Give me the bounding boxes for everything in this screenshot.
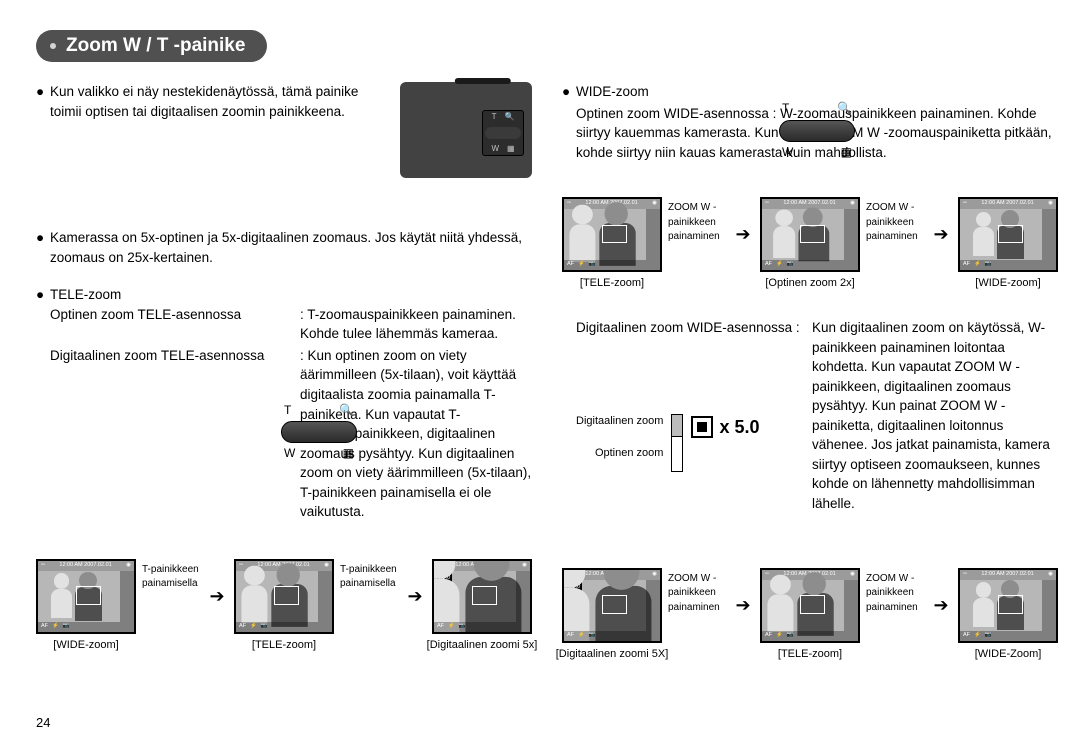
arrow-right-icon: ➔ bbox=[930, 592, 952, 618]
magnify-icon: 🔍 bbox=[339, 402, 354, 419]
camera-illustration: T🔍 W▦ bbox=[400, 82, 532, 178]
thumb-caption: [Digitaalinen zoomi 5X] bbox=[556, 647, 669, 663]
title-dot-icon bbox=[50, 43, 56, 49]
lcd-screen: ▫▫12:00 AM 2007.02.01◉ AF⚡📷 bbox=[958, 197, 1058, 272]
lcd-screen: ▫▫12:00 AM 2007.02.01◉ AF⚡📷 bbox=[760, 568, 860, 643]
lcd-screen: ▫▫12:00 AM 2007.02.01◉ AF⚡📷 bbox=[562, 197, 662, 272]
lcd-thumb: ▫▫12:00 AM 2007.02.01◉ AF⚡📷 [WIDE-zoom] bbox=[36, 559, 136, 654]
thumb-caption: [TELE-zoom] bbox=[778, 647, 842, 663]
lcd-thumb: ▫▫12:00 AM 2007.02.01◉ AF⚡📷 [TELE-zoom] bbox=[234, 559, 334, 654]
bullet-icon: ● bbox=[36, 228, 50, 267]
lcd-thumb: ▫▫12:00 AM 2007.02.01◉ x5.0 AF⚡📷 [Digita… bbox=[562, 568, 662, 663]
arrow-right-icon: ➔ bbox=[732, 221, 754, 247]
lcd-screen: ▫▫12:00 AM 2007.02.01◉ x5.0 AF⚡📷 bbox=[562, 568, 662, 643]
lcd-screen: ▫▫12:00 AM 2007.02.01◉ AF⚡📷 bbox=[760, 197, 860, 272]
rocker-w-label: W bbox=[284, 445, 295, 462]
lcd-time: 12:00 AM 2007.02.01 bbox=[59, 562, 111, 570]
page-number: 24 bbox=[36, 715, 50, 730]
tele-opt-value: : T-zoomauspainikkeen painaminen. Kohde … bbox=[300, 305, 532, 344]
bullet-icon: ● bbox=[562, 82, 576, 102]
zoom-fact: Kamerassa on 5x-optinen ja 5x-digitaalin… bbox=[50, 228, 532, 267]
lcd-thumb: ▫▫12:00 AM 2007.02.01◉ AF⚡📷 [TELE-zoom] bbox=[562, 197, 662, 292]
opt-zoom-label: Optinen zoom bbox=[576, 446, 663, 460]
thumb-caption: [TELE-zoom] bbox=[580, 276, 644, 292]
left-column: ● Kun valikko ei näy nestekidenäytössä, … bbox=[36, 82, 532, 663]
title-pill: Zoom W / T -painike bbox=[36, 30, 267, 62]
title-bar: Zoom W / T -painike bbox=[36, 30, 1044, 66]
lcd-time: 12:00 AM 2007.02.01 bbox=[981, 571, 1033, 579]
tele-opt-label: Optinen zoom TELE-asennossa bbox=[50, 305, 300, 344]
page-title: Zoom W / T -painike bbox=[66, 35, 245, 57]
right-column: ● WIDE-zoom Optinen zoom WIDE-asennossa … bbox=[562, 82, 1058, 663]
arrow-label: ZOOM W - painikkeen painaminen bbox=[668, 568, 726, 616]
grid-icon: ▦ bbox=[343, 445, 354, 462]
thumb-caption: [Optinen zoom 2x] bbox=[765, 276, 854, 292]
lcd-screen: ▫▫12:00 AM 2007.02.01◉ AF⚡📷 bbox=[234, 559, 334, 634]
arrow-label: ZOOM W - painikkeen painaminen bbox=[866, 197, 924, 245]
rocker-icon bbox=[281, 421, 357, 443]
thumb-caption: [WIDE-Zoom] bbox=[975, 647, 1042, 663]
zoom-scale-icon bbox=[671, 414, 683, 472]
dig-zoom-label: Digitaalinen zoom bbox=[576, 414, 663, 428]
thumb-caption: [TELE-zoom] bbox=[252, 638, 316, 654]
rocker-diagram-right: T 🔍 W ▦ bbox=[776, 100, 858, 161]
zoom-multiplier: x 5.0 bbox=[719, 414, 759, 440]
bullet-icon: ● bbox=[36, 82, 50, 178]
lcd-screen: ▫▫12:00 AM 2007.02.01◉ x5.0 AF⚡📷 bbox=[432, 559, 532, 634]
wide-zoom-heading: WIDE-zoom bbox=[576, 82, 649, 102]
lcd-thumb: ▫▫12:00 AM 2007.02.01◉ AF⚡📷 [Optinen zoo… bbox=[760, 197, 860, 292]
thumb-caption: [Digitaalinen zoomi 5x] bbox=[427, 638, 538, 654]
thumb-caption: [WIDE-zoom] bbox=[975, 276, 1040, 292]
lcd-screen: ▫▫12:00 AM 2007.02.01◉ AF⚡📷 bbox=[958, 568, 1058, 643]
rocker-w-label: W bbox=[782, 144, 793, 161]
arrow-label: ZOOM W - painikkeen painaminen bbox=[866, 568, 924, 616]
rocker-t-label: T bbox=[782, 100, 789, 117]
lcd-thumb: ▫▫12:00 AM 2007.02.01◉ AF⚡📷 [WIDE-zoom] bbox=[958, 197, 1058, 292]
arrow-right-icon: ➔ bbox=[732, 592, 754, 618]
lcd-thumb: ▫▫12:00 AM 2007.02.01◉ x5.0 AF⚡📷 [Digita… bbox=[432, 559, 532, 654]
rocker-icon bbox=[779, 120, 855, 142]
grid-icon: ▦ bbox=[841, 144, 852, 161]
dig-wide-value: Kun digitaalinen zoom on käytössä, W-pai… bbox=[812, 318, 1058, 514]
lcd-thumb: ▫▫12:00 AM 2007.02.01◉ AF⚡📷 [TELE-zoom] bbox=[760, 568, 860, 663]
arrow-right-icon: ➔ bbox=[930, 221, 952, 247]
lcd-time: 12:00 AM 2007.02.01 bbox=[981, 200, 1033, 208]
thumb-caption: [WIDE-zoom] bbox=[53, 638, 118, 654]
rocker-t-label: T bbox=[284, 402, 291, 419]
tele-dig-label: Digitaalinen zoom TELE-asennossa bbox=[50, 346, 300, 522]
arrow-right-icon: ➔ bbox=[206, 583, 228, 609]
lcd-screen: ▫▫12:00 AM 2007.02.01◉ AF⚡📷 bbox=[36, 559, 136, 634]
zoom-box-icon bbox=[691, 416, 713, 438]
arrow-right-icon: ➔ bbox=[404, 583, 426, 609]
arrow-label: ZOOM W - painikkeen painaminen bbox=[668, 197, 726, 245]
lcd-thumb: ▫▫12:00 AM 2007.02.01◉ AF⚡📷 [WIDE-Zoom] bbox=[958, 568, 1058, 663]
magnify-icon: 🔍 bbox=[837, 100, 852, 117]
left-intro: Kun valikko ei näy nestekidenäytössä, tä… bbox=[50, 82, 390, 178]
rocker-diagram-left: T 🔍 W ▦ bbox=[278, 402, 360, 463]
tele-zoom-heading: TELE-zoom bbox=[50, 285, 121, 305]
arrow-label: T-painikkeen painamisella bbox=[142, 559, 200, 592]
arrow-label: T-painikkeen painamisella bbox=[340, 559, 398, 592]
bullet-icon: ● bbox=[36, 285, 50, 305]
